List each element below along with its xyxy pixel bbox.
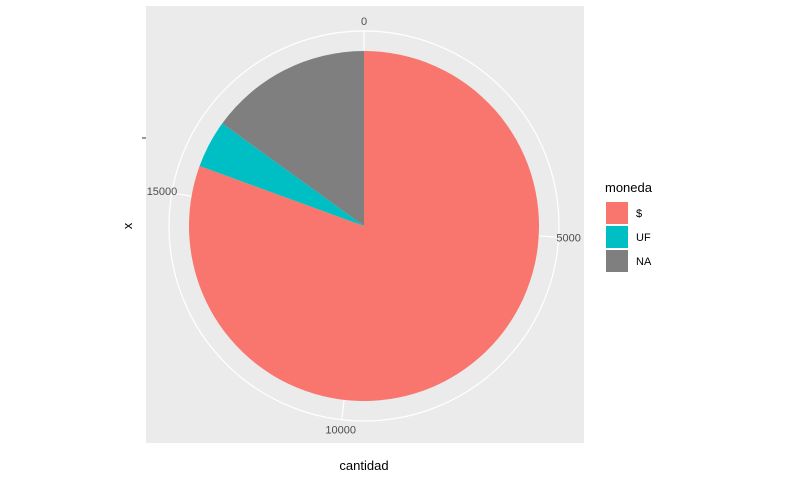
x-axis-title: cantidad: [339, 458, 388, 473]
legend-title: moneda: [605, 180, 653, 195]
tick-label: 5000: [556, 233, 580, 245]
legend-label: $: [636, 208, 642, 220]
legend-key: [606, 226, 628, 248]
legend-key: [606, 250, 628, 272]
legend-label: UF: [636, 232, 651, 244]
radial-tick-labels: 0 5000 10000 15000: [147, 16, 581, 437]
pie-slice-2: [199, 123, 364, 226]
pie-slices: [188, 51, 540, 401]
tick-label: 0: [361, 16, 367, 28]
pie-slice-3: [222, 51, 364, 226]
tick-label: 15000: [147, 186, 178, 198]
legend-label: NA: [636, 256, 652, 268]
y-axis-title: x: [120, 222, 135, 229]
legend-key: [606, 202, 628, 224]
legend: moneda $ UF NA: [605, 180, 653, 272]
tick-label: 10000: [325, 425, 356, 437]
